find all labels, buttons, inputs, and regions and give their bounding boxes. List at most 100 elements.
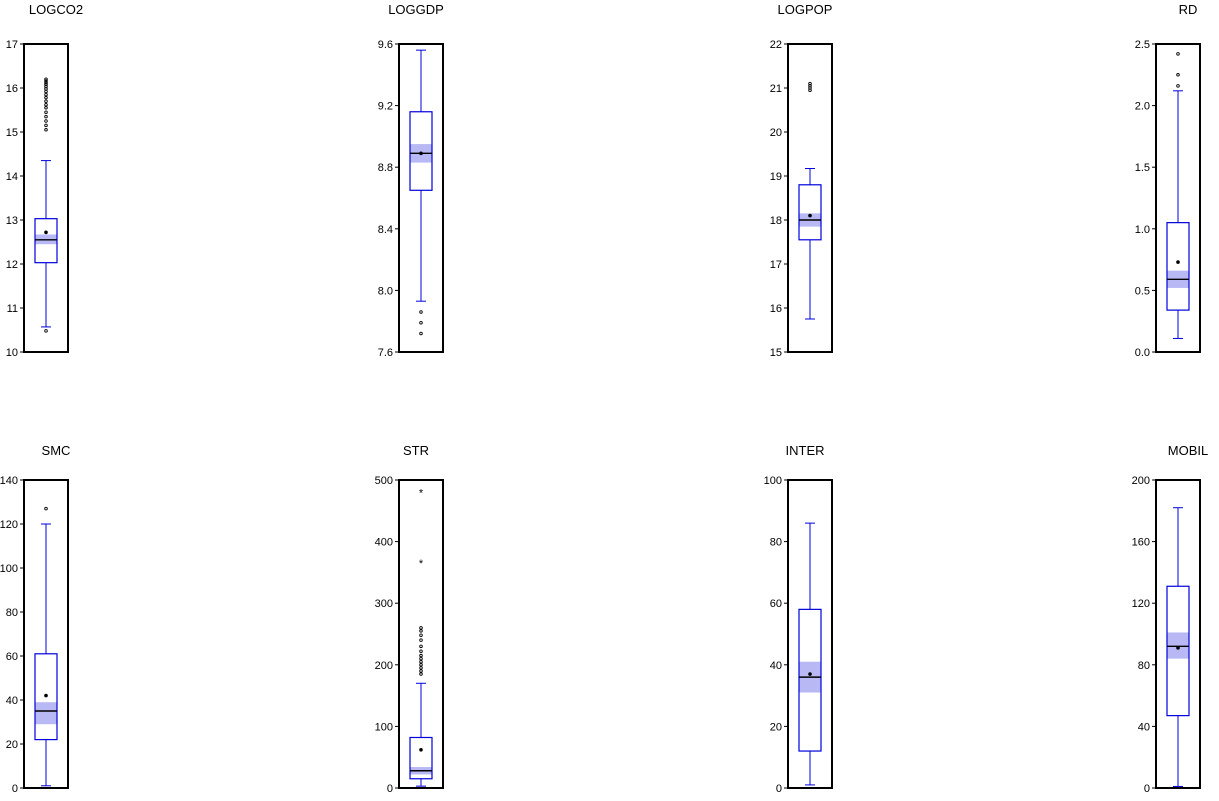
panel-logco2: LOGCO2 10 11 12 13 14 15 16 17 [6,2,83,359]
plot-frame [1155,479,1201,789]
y-tick-label: 20 [770,721,782,733]
plot-frame [23,479,69,789]
y-tick-label: 8.8 [378,162,393,174]
outlier-point [44,79,48,83]
outlier-point [419,653,423,658]
y-tick-label: 200 [1132,475,1150,487]
outlier-point [419,633,423,637]
y-tick-label: 20 [770,127,782,139]
y-tick-label: 2.0 [1135,101,1150,113]
y-tick-label: 16 [770,303,782,315]
panel-title: MOBIL [1168,443,1208,458]
outlier-point [419,644,423,649]
y-tick-label: 22 [770,39,782,51]
outlier-point [419,626,423,630]
panel-title: LOGPOP [778,2,833,17]
panel-title: SMC [42,443,71,458]
extreme-outlier-point: * [419,558,424,570]
y-tick-label: 0 [1144,783,1150,795]
mean-marker [808,672,812,676]
outlier-point [44,119,48,123]
y-tick-label: 200 [375,660,393,672]
outlier-point [1176,73,1180,77]
plot-frame [787,479,833,789]
y-tick-label: 0 [12,783,18,795]
mean-marker [44,693,48,698]
y-tick-label: 140 [0,475,18,487]
outlier-point [44,80,48,85]
panel-str: STR 0 100 200 300 400 500 * * [375,443,444,795]
panel-logpop: LOGPOP 15 16 17 18 19 20 21 22 [770,2,833,359]
outlier-point [419,663,423,667]
outlier-point [44,114,48,119]
outlier-point [44,95,48,100]
y-tick-label: 40 [6,695,18,707]
plot-frame [398,43,444,353]
outlier-point [419,638,423,642]
panel-inter: INTER 0 20 40 60 80 100 [764,443,833,795]
y-tick-label: 8.0 [378,285,393,297]
y-tick-label: 14 [6,171,18,183]
y-tick-label: 9.2 [378,101,393,113]
y-tick-label: 80 [1138,660,1150,672]
y-tick-label: 500 [375,475,393,487]
y-tick-label: 400 [375,537,393,549]
mean-marker [808,213,812,218]
outlier-point [1176,84,1180,88]
y-tick-label: 80 [6,607,18,619]
y-tick-label: 40 [770,660,782,672]
plot-frame [1155,43,1201,353]
mean-marker [419,748,423,752]
y-tick-label: 100 [0,563,18,575]
y-tick-label: 12 [6,259,18,271]
y-tick-label: 19 [770,171,782,183]
y-tick-label: 60 [6,651,18,663]
y-tick-label: 0.5 [1135,285,1150,297]
outlier-point [44,506,48,511]
outlier-point [419,629,423,633]
outlier-point [419,310,423,314]
y-tick-label: 17 [6,39,18,51]
panel-mobil: MOBIL 0 40 80 120 160 200 [1132,443,1209,795]
y-tick-label: 17 [770,259,782,271]
y-tick-label: 1.0 [1135,224,1150,236]
median-ci-band [1167,632,1189,659]
outlier-point [419,669,423,673]
y-tick-label: 300 [375,598,393,610]
y-tick-label: 0 [387,783,393,795]
mean-marker [1176,646,1180,650]
y-tick-label: 9.6 [378,39,393,51]
y-tick-label: 1.5 [1135,162,1150,174]
y-tick-label: 15 [6,127,18,139]
panel-title: LOGCO2 [29,2,83,17]
outlier-point [419,331,423,336]
outlier-point [419,659,423,664]
y-tick-label: 7.6 [378,347,393,359]
median-ci-band [35,702,57,725]
y-tick-label: 8.4 [378,224,393,236]
y-tick-label: 21 [770,83,782,95]
outlier-point [419,656,423,661]
outlier-point [44,128,48,132]
outlier-point [44,82,48,87]
plot-frame [23,43,69,353]
outlier-point [44,123,48,128]
y-tick-label: 10 [6,347,18,359]
panel-loggdp: LOGGDP 7.6 8.0 8.4 8.8 9.2 9.6 [378,2,444,359]
outlier-point [44,106,48,110]
y-tick-label: 0 [776,783,782,795]
panel-title: LOGGDP [388,2,444,17]
outlier-point [419,320,423,325]
y-tick-label: 13 [6,215,18,227]
panel-title: STR [403,443,429,458]
y-tick-label: 11 [7,303,18,315]
outlier-point [44,110,48,114]
panel-rd: RD 0.0 0.5 1.0 1.5 2.0 2.5 [1135,2,1201,359]
iqr-box [798,184,822,241]
extreme-outlier-point: * [419,487,424,499]
y-tick-label: 60 [770,598,782,610]
y-tick-label: 20 [6,739,18,751]
outlier-point [44,77,48,81]
mean-marker [1176,260,1180,264]
